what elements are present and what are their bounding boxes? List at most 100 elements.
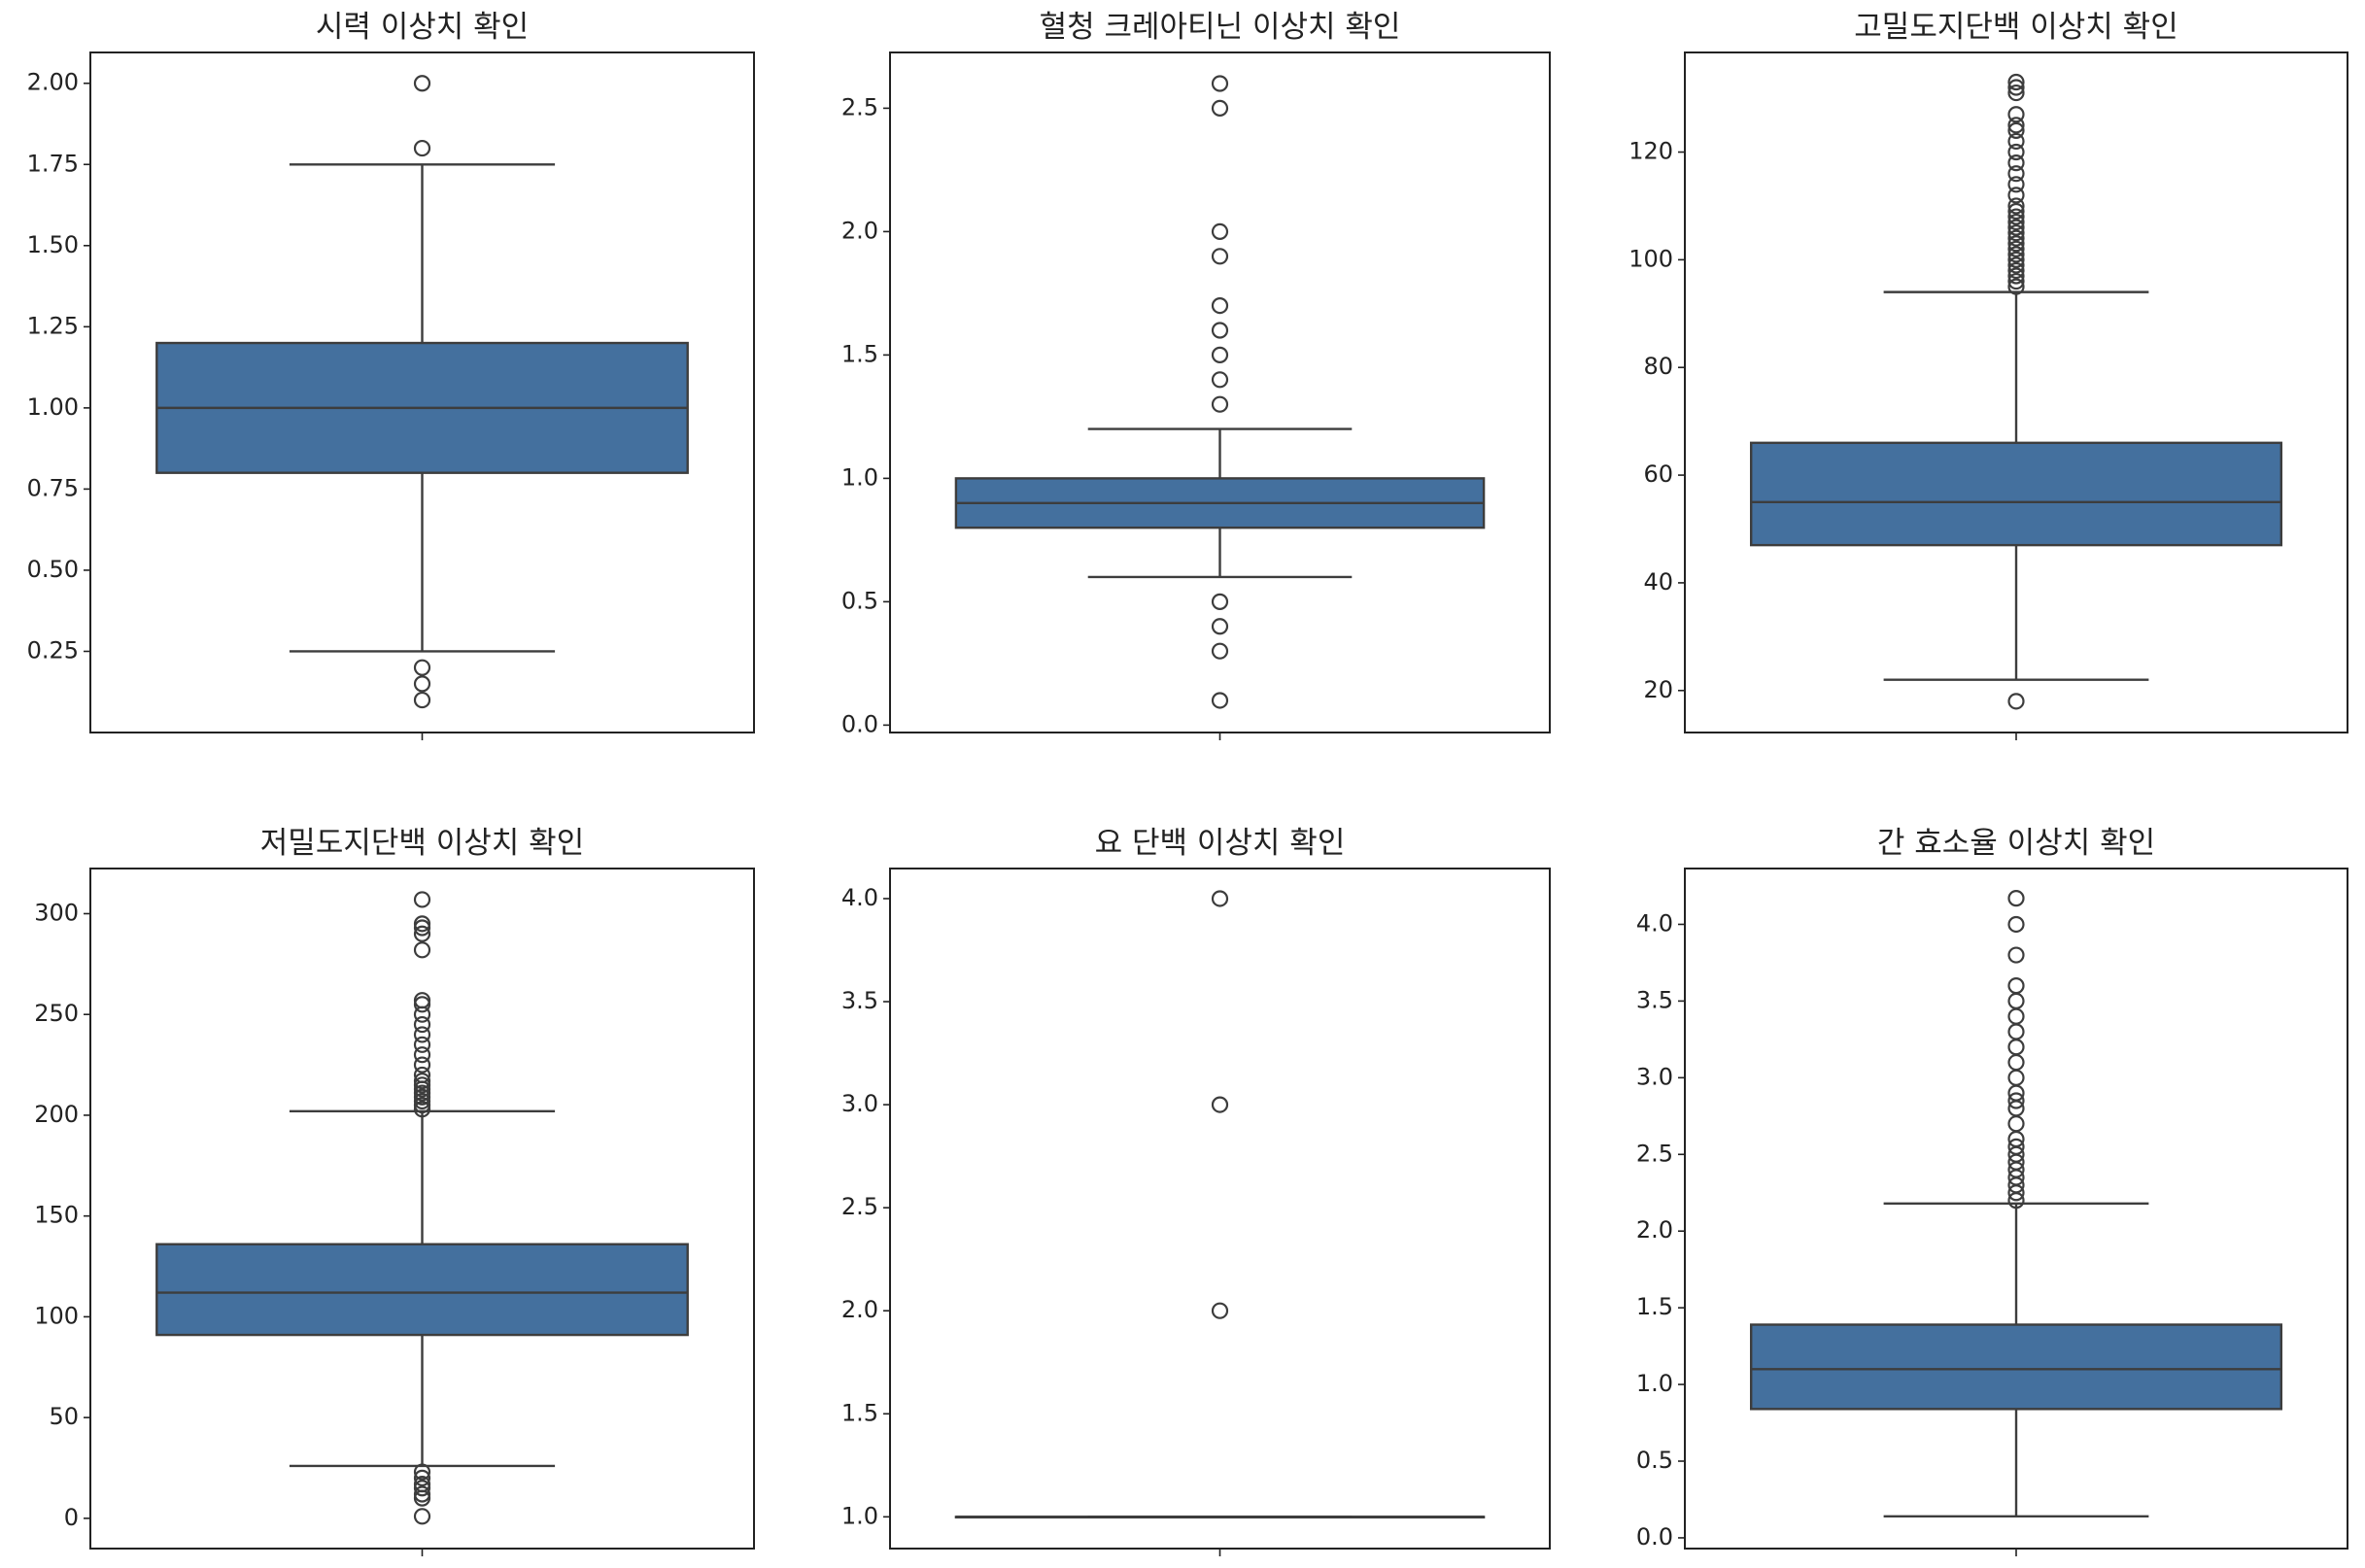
y-tick-label: 1.75 [27,150,79,177]
y-tick-label: 3.0 [841,1090,878,1117]
outlier-point [413,941,431,959]
outlier-point [1211,890,1229,907]
axes-frame [1684,51,2348,733]
outlier-point [1211,692,1229,709]
boxplot-panel: 요 단백 이상치 확인 1.0 1.5 2.0 2.5 3.0 3.5 4.0 [841,826,1551,1556]
y-tick-label: 0.5 [1636,1447,1673,1474]
outlier-point [413,1026,431,1043]
outlier-point [2007,213,2025,231]
y-tick-label: 1.5 [1636,1293,1673,1320]
y-tick-label: 2.0 [841,1296,878,1323]
y-tick-label: 2.5 [841,93,878,120]
outlier-point [413,675,431,693]
outlier-point [1211,593,1229,610]
outlier-point [2007,267,2025,285]
y-tick-label: 2.0 [841,217,878,244]
outlier-point [2007,117,2025,134]
outlier-point [2007,992,2025,1010]
outlier-point [413,139,431,157]
y-tick-label: 1.0 [1636,1370,1673,1397]
chart-title: 고밀도지단백 이상치 확인 [1854,10,2177,45]
y-tick-label: 0 [64,1504,79,1531]
outlier-point [2007,235,2025,253]
outlier-point [2007,240,2025,257]
axes-frame [889,868,1551,1550]
outlier-point [413,1485,431,1503]
y-tick-label: 3.5 [841,987,878,1014]
y-tick-label: 1.50 [27,231,79,258]
chart-title: 혈청 크레아티닌 이상치 확인 [1040,10,1401,45]
axes-frame [889,51,1551,733]
outlier-point [1211,1302,1229,1319]
y-tick-label: 0.75 [27,474,79,501]
y-tick-label: 20 [1643,676,1673,703]
axes-frame [89,51,755,733]
outlier-point [2007,224,2025,242]
outlier-point [413,1508,431,1525]
iqr-box [1749,1323,2282,1411]
outlier-point [2007,79,2025,96]
y-tick-label: 60 [1643,460,1673,488]
y-tick-label: 150 [34,1202,79,1229]
outlier-point [2007,202,2025,221]
chart-title: 저밀도지단백 이상치 확인 [260,826,584,861]
outlier-point [2007,1092,2025,1109]
boxplot-panel: 혈청 크레아티닌 이상치 확인 0.0 0.5 1.0 1.5 2.0 2.5 [841,10,1551,740]
outlier-point [2007,890,2025,907]
outlier-point [2007,278,2025,295]
outlier-point [1211,322,1229,339]
outlier-point [2007,1138,2025,1155]
y-tick-label: 300 [34,899,79,926]
outlier-point [413,925,431,942]
outlier-point [2007,229,2025,247]
y-tick-label: 2.0 [1636,1216,1673,1244]
y-tick-label: 2.5 [841,1193,878,1220]
outlier-point [2007,132,2025,151]
outlier-point [1211,1096,1229,1113]
boxplot-panel: 간 효소율 이상치 확인 0.0 0.5 1.0 1.5 2.0 2.5 3.0 3.5 4.0 [1636,826,2348,1556]
outlier-point [1211,371,1229,389]
y-tick-label: 0.0 [1636,1523,1673,1551]
outlier-point [413,1066,431,1084]
outlier-point [413,1056,431,1074]
outlier-point [2007,208,2025,225]
chart-title: 시력 이상치 확인 [316,10,529,45]
outlier-point [1211,296,1229,315]
outlier-point [2007,915,2025,934]
outlier-point [2007,187,2025,204]
y-tick-label: 3.5 [1636,986,1673,1013]
outlier-point [2007,272,2025,290]
outlier-point [2007,84,2025,102]
outlier-point [2007,73,2025,91]
outlier-point [1211,248,1229,265]
outlier-point [1211,618,1229,635]
y-tick-label: 1.0 [841,463,878,491]
y-tick-label: 3.0 [1636,1063,1673,1090]
outlier-point [413,1463,431,1481]
outlier-point [2007,197,2025,215]
outlier-point [413,1036,431,1053]
outlier-point [2007,176,2025,193]
y-tick-label: 250 [34,1000,79,1027]
boxplot-panel: 고밀도지단백 이상치 확인 20 40 60 80 100 120 [1628,10,2348,740]
outlier-point [413,1469,431,1486]
y-tick-label: 40 [1643,568,1673,596]
outlier-point [2007,1039,2025,1056]
iqr-box [1749,441,2282,547]
y-tick-label: 100 [1628,245,1673,272]
outlier-point [413,1073,431,1090]
y-tick-label: 120 [1628,138,1673,165]
outlier-point [2007,154,2025,172]
outlier-point [413,915,431,933]
outlier-point [413,1476,431,1493]
outlier-point [2007,256,2025,274]
outlier-point [413,691,431,709]
y-tick-label: 1.0 [841,1502,878,1529]
y-tick-label: 0.50 [27,556,79,583]
axes-frame [1684,868,2348,1550]
outlier-point [413,992,431,1009]
boxplot-panel: 저밀도지단백 이상치 확인 0 50 100 150 200 250 300 [34,826,755,1556]
y-tick-label: 80 [1643,353,1673,380]
outlier-point [1211,346,1229,363]
